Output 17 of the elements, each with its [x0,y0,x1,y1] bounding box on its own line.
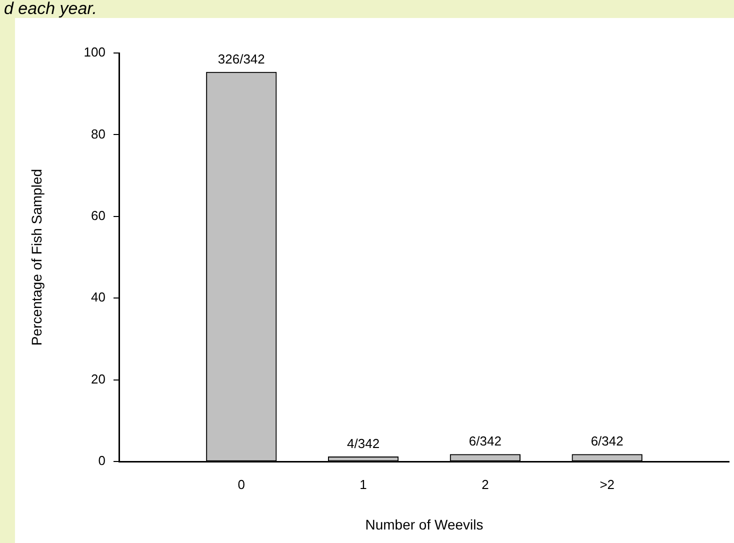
y-tick-label: 20 [91,371,106,386]
x-tick-label: 2 [482,476,489,492]
y-tick-label: 60 [91,208,106,224]
y-tick-label: 40 [91,290,106,305]
x-tick-label: 0 [238,476,246,492]
data-label: 6/342 [590,434,624,449]
x-tick-label: >2 [600,476,615,492]
x-tick-label: 1 [360,476,367,492]
y-tick-label: 80 [91,126,106,142]
data-label: 326/342 [218,51,265,66]
data-label: 4/342 [347,436,380,451]
data-label: 6/342 [468,434,502,449]
text: d each year. [4,0,97,18]
x-axis-title: Number of Weevils [365,516,484,532]
y-tick-label: 0 [98,453,106,468]
y-axis-title: Percentage of Fish Sampled [28,168,44,346]
y-tick-label: 100 [84,44,106,60]
